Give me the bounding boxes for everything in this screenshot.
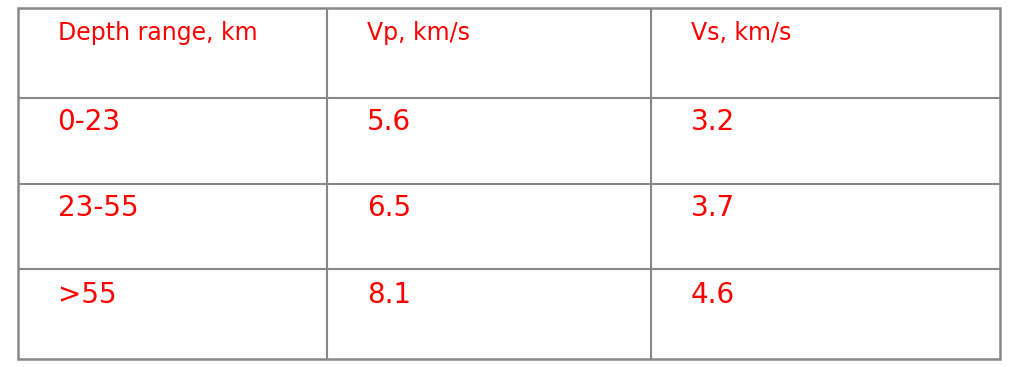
Text: 5.6: 5.6 <box>366 108 411 136</box>
Text: 8.1: 8.1 <box>366 280 411 309</box>
Text: 6.5: 6.5 <box>366 193 411 222</box>
Text: 4.6: 4.6 <box>690 280 735 309</box>
Text: Depth range, km: Depth range, km <box>58 21 257 45</box>
Text: Vp, km/s: Vp, km/s <box>366 21 470 45</box>
Text: 0-23: 0-23 <box>58 108 121 136</box>
Text: 3.7: 3.7 <box>690 193 735 222</box>
Text: >55: >55 <box>58 280 116 309</box>
Text: 3.2: 3.2 <box>690 108 735 136</box>
Text: Vs, km/s: Vs, km/s <box>690 21 791 45</box>
Text: 23-55: 23-55 <box>58 193 138 222</box>
